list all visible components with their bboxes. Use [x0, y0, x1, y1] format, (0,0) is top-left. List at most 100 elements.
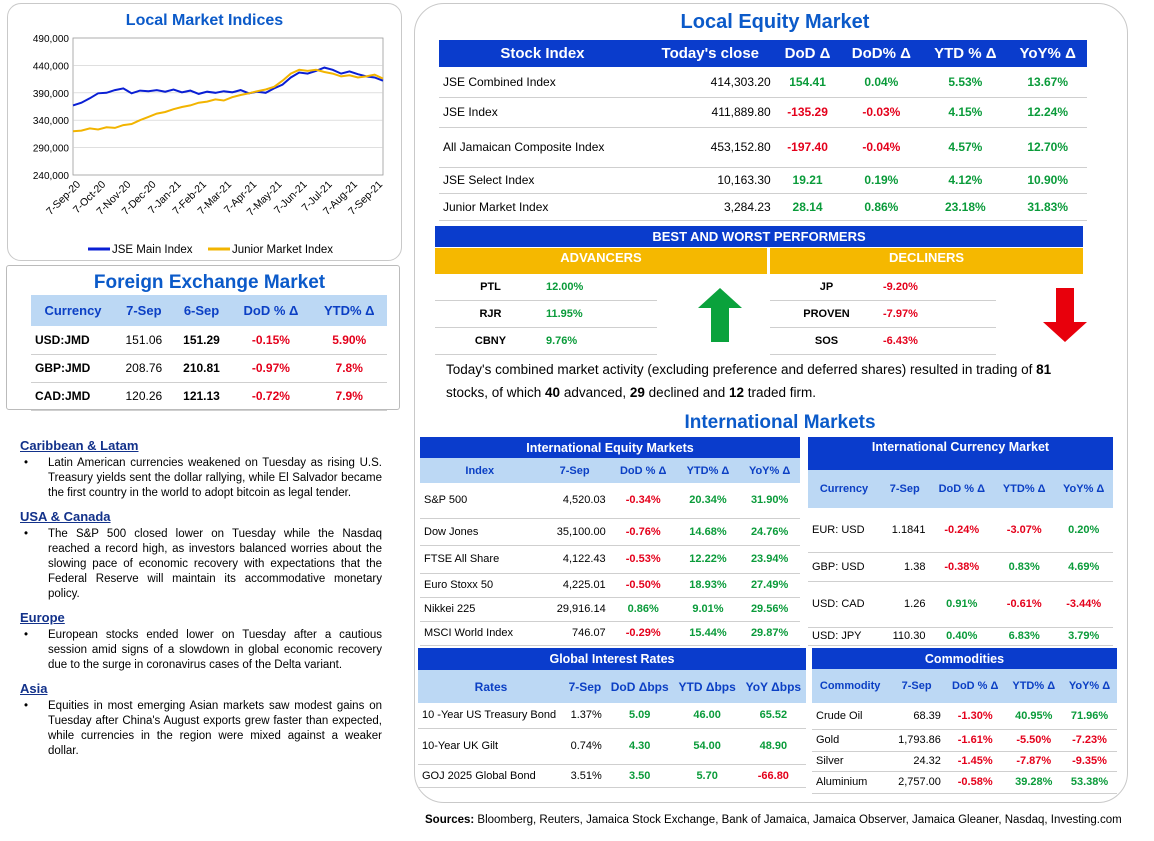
table-cell: -0.58% — [957, 776, 993, 788]
performer-row: PROVEN -7.97% — [770, 301, 996, 328]
note-heading: Caribbean & Latam — [20, 438, 139, 453]
table-cell: 1.38 — [904, 560, 926, 573]
performer-ticker: RJR — [479, 308, 502, 320]
summary-declined: 29 — [629, 385, 645, 400]
table-cell: Euro Stoxx 50 — [424, 579, 494, 591]
table-cell: 120.26 — [125, 389, 163, 403]
table-cell: JSE Index — [443, 105, 498, 119]
series-line — [72, 68, 384, 133]
col-header: DoD % Δ — [619, 464, 667, 477]
table-cell: 3.50 — [629, 769, 651, 782]
decliners-list: JP -9.20% PROVEN -7.97% SOS -6.43% — [770, 274, 996, 355]
table-row: Silver 24.32 -1.45% -7.87% -9.35% — [812, 751, 1117, 771]
equity-title: Local Equity Market — [680, 11, 870, 33]
table-cell: 23.94% — [750, 553, 789, 565]
table-cell: 414,303.20 — [710, 74, 771, 89]
table-cell: 110.30 — [892, 630, 926, 642]
table-cell: 210.81 — [183, 361, 220, 375]
table-cell: 0.04% — [864, 74, 899, 89]
table-cell: GOJ 2025 Global Bond — [422, 769, 536, 782]
intl-currency-table: International Currency Market Currency 7-… — [808, 437, 1113, 646]
table-cell: 29.87% — [750, 627, 789, 639]
table-cell: 24.76% — [750, 525, 789, 538]
intl-equity-table: International Equity Markets Index 7-Sep D… — [420, 437, 800, 646]
table-cell: 151.29 — [183, 332, 220, 347]
col-header: YoY% Δ — [1068, 680, 1111, 692]
performer-row: SOS -6.43% — [770, 328, 996, 355]
table-row: FTSE All Share 4,122.43 -0.53% 12.22% 23.94% — [420, 545, 800, 573]
table-cell: 12.24% — [1027, 105, 1069, 119]
table-row: USD:JMD 151.06 151.29 -0.15% 5.90% — [31, 326, 387, 354]
y-tick-label: 240,000 — [33, 171, 70, 182]
table-cell: MSCI World Index — [424, 627, 514, 639]
fx-table: Currency 7-Sep 6-Sep DoD % Δ YTD% Δ USD:JMD 1… — [31, 295, 387, 411]
performers-title: BEST AND WORST PERFORMERS — [435, 226, 1083, 247]
decliners-header: DECLINERS — [770, 248, 1083, 274]
table-cell: -0.15% — [251, 332, 290, 347]
table-cell: 3.79% — [1068, 630, 1100, 642]
col-header: YTD% Δ — [323, 303, 375, 318]
performer-change: 11.95% — [546, 308, 583, 320]
table-cell: Crude Oil — [816, 709, 863, 722]
table-cell: -0.97% — [251, 361, 290, 375]
table-cell: 24.32 — [913, 755, 941, 767]
series-line — [72, 66, 384, 107]
table-cell: 4.69% — [1068, 560, 1100, 573]
performer-ticker: SOS — [814, 335, 839, 347]
table-cell: 71.96% — [1070, 709, 1109, 722]
table-cell: 411,889.80 — [711, 105, 771, 119]
table-cell: 6.83% — [1008, 630, 1040, 642]
table-cell: 1.26 — [904, 598, 926, 610]
table-cell: -3.07% — [1006, 523, 1042, 536]
col-header: DoD% Δ — [851, 45, 911, 62]
table-cell: Junior Market Index — [443, 199, 549, 214]
table-cell: -5.50% — [1016, 734, 1052, 746]
table-cell: 5.09 — [629, 709, 651, 722]
performer-row: JP -9.20% — [770, 274, 996, 301]
line-chart: 490,000 440,000 390,000 340,000 290,000 240,0… — [33, 34, 385, 256]
summary-text-5: traded firm. — [744, 385, 817, 400]
table-cell: S&P 500 — [424, 494, 468, 507]
table-cell: 0.20% — [1068, 523, 1100, 536]
table-row: Aluminium 2,757.00 -0.58% 39.28% 53.38% — [812, 771, 1117, 793]
table-cell: 35,100.00 — [556, 525, 606, 538]
table-row: 10 -Year US Treasury Bond 1.37% 5.09 46.00 6… — [418, 703, 806, 728]
table-cell: 46.00 — [693, 709, 721, 722]
table-cell: -7.23% — [1072, 734, 1107, 746]
table-row: MSCI World Index 746.07 -0.29% 15.44% 29.87% — [420, 621, 800, 645]
table-cell: 3.51% — [570, 769, 602, 782]
table-cell: 5.90% — [332, 332, 367, 347]
table-cell: -66.80 — [757, 769, 789, 782]
table-cell: EUR: USD — [812, 523, 865, 536]
note-heading: Europe — [20, 610, 65, 625]
table-cell: 0.74% — [570, 740, 602, 752]
table-cell: -0.03% — [862, 105, 901, 119]
table-row: JSE Index 411,889.80 -135.29 -0.03% 4.15% 12.… — [439, 97, 1087, 127]
table-cell: 31.83% — [1027, 199, 1069, 214]
col-header: 7-Sep — [559, 464, 590, 477]
table-row: Euro Stoxx 50 4,225.01 -0.50% 18.93% 27.49% — [420, 573, 800, 597]
performer-change: -7.97% — [883, 308, 918, 320]
table-cell: 208.76 — [125, 361, 163, 375]
table-cell: -135.29 — [787, 105, 828, 119]
col-header: Commodity — [819, 680, 881, 692]
table-cell: 0.83% — [1008, 560, 1040, 573]
table-cell: 28.14 — [792, 199, 823, 214]
note-text: Equities in most emerging Asian markets … — [20, 699, 382, 759]
table-cell: 12.22% — [689, 553, 727, 565]
plot-area — [72, 37, 384, 176]
table-cell: 4.12% — [948, 173, 983, 187]
performer-change: 9.76% — [546, 335, 578, 347]
y-tick-label: 290,000 — [33, 144, 70, 155]
table-cell: -0.04% — [862, 140, 901, 154]
intl-equity-title: International Equity Markets — [526, 440, 694, 455]
table-cell: 23.18% — [945, 199, 986, 214]
legend-label: Junior Market Index — [232, 244, 333, 256]
performer-ticker: CBNY — [474, 335, 507, 347]
sources-text: Bloomberg, Reuters, Jamaica Stock Exchan… — [474, 814, 1122, 826]
table-cell: JSE Combined Index — [443, 74, 556, 89]
table-cell: 3,284.23 — [723, 199, 771, 214]
table-cell: 4.57% — [948, 140, 983, 154]
table-cell: 154.41 — [789, 74, 826, 89]
note-heading: USA & Canada — [20, 509, 111, 524]
